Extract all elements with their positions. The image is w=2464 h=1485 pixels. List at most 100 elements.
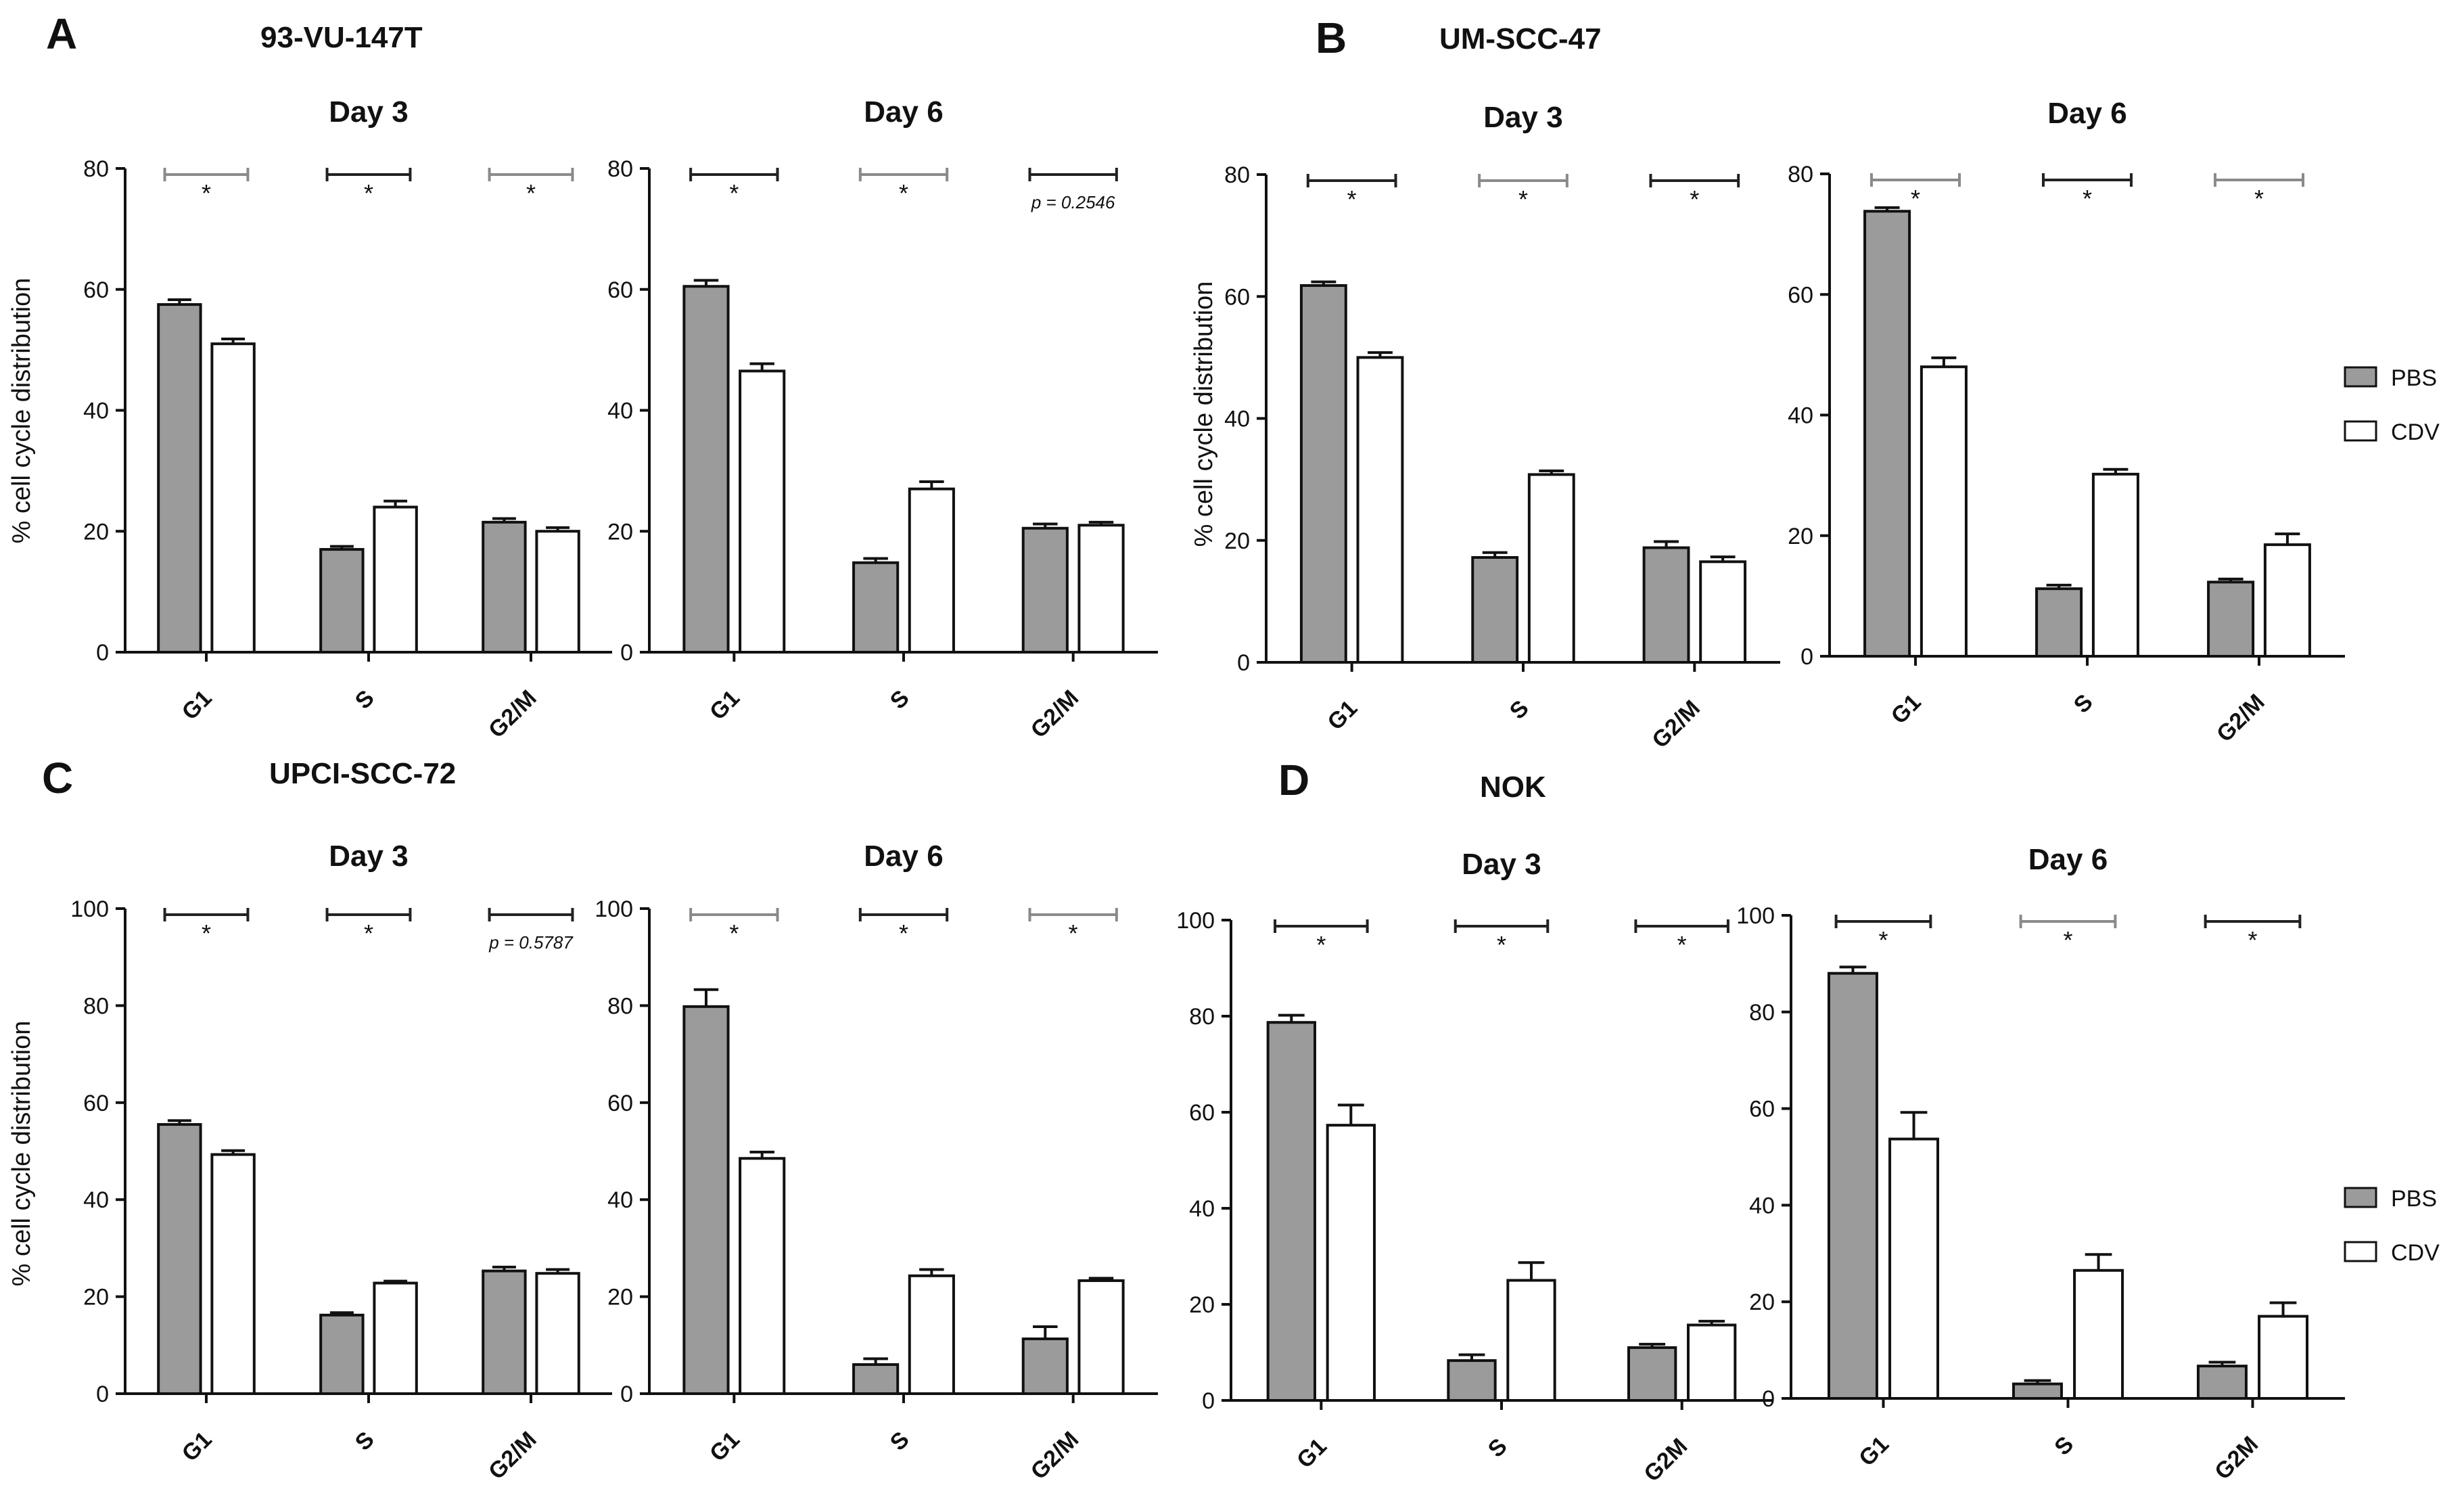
y-tick-label: 20 xyxy=(1749,1289,1775,1315)
significance-star: * xyxy=(1690,185,1699,213)
x-tick-label: S xyxy=(2069,689,2098,718)
x-tick-label: G1 xyxy=(1886,689,1926,729)
bar-cdv-g1 xyxy=(1326,1124,1376,1402)
bar-cdv-s xyxy=(2091,472,2139,658)
x-tick-label: G1 xyxy=(1854,1432,1894,1471)
bar-pbs-g2m xyxy=(1021,526,1069,654)
x-tick-label: G2/M xyxy=(2212,689,2270,748)
y-tick-label: 80 xyxy=(1788,162,1813,187)
y-tick-label: 100 xyxy=(70,896,109,922)
bar-cdv-s xyxy=(1527,473,1575,664)
y-tick-label: 40 xyxy=(83,398,109,424)
y-axis-label: % cell cycle distribution xyxy=(1190,281,1218,547)
bar-cdv-g1 xyxy=(1920,365,1968,658)
x-tick-label: G2M xyxy=(2210,1432,2263,1482)
bar-cdv-g2m xyxy=(535,1272,580,1395)
y-tick-label: 0 xyxy=(96,640,109,666)
y-tick-label: 0 xyxy=(620,1381,633,1407)
bar-cdv-g1 xyxy=(210,342,256,654)
x-tick-label: G1 xyxy=(177,685,217,725)
bar-pbs-g1 xyxy=(1299,284,1347,664)
legend: PBS CDV xyxy=(2344,1186,2440,1266)
chart-day3-panel-d: Day 3 0 20 40 60 80 100 G1 * S * G2M * xyxy=(1176,848,1772,1485)
chart-day6-panel-d: Day 6 0 20 40 60 80 100 G1 * S * G2M * xyxy=(1736,843,2345,1485)
y-tick-label: 0 xyxy=(1202,1388,1215,1414)
significance-star: * xyxy=(526,179,536,207)
bar-cdv-g2m xyxy=(535,530,580,654)
bar-cdv-g2m xyxy=(1699,560,1747,664)
significance-star: * xyxy=(364,179,373,207)
legend-label-pbs: PBS xyxy=(2391,365,2437,391)
chart-day6-panel-c: Day 6 0 20 40 60 80 100 G1 * S * G2/M * xyxy=(595,840,1158,1484)
bar-cdv-s xyxy=(373,1281,418,1396)
significance-star: * xyxy=(729,919,739,947)
legend-label-cdv: CDV xyxy=(2391,419,2440,445)
x-tick-label: G2/M xyxy=(1647,695,1705,754)
y-tick-label: 60 xyxy=(1224,284,1250,310)
chart-day3-panel-b: Day 3 0 20 40 60 80 G1 * S * G2/M * xyxy=(1224,101,1780,753)
x-tick-label: S xyxy=(885,1427,914,1456)
legend-swatch-pbs xyxy=(2344,1187,2377,1208)
bar-cdv-g1 xyxy=(210,1153,256,1396)
chart-title: Day 6 xyxy=(864,95,943,129)
y-tick-label: 60 xyxy=(607,1091,633,1116)
bar-pbs-s xyxy=(852,1363,900,1395)
legend-swatch-cdv xyxy=(2344,1241,2377,1262)
y-tick-label: 20 xyxy=(83,519,109,545)
chart-title: Day 3 xyxy=(329,95,408,129)
y-tick-label: 20 xyxy=(607,519,633,545)
y-tick-label: 60 xyxy=(83,277,109,303)
y-tick-label: 20 xyxy=(83,1285,109,1310)
y-tick-label: 40 xyxy=(83,1187,109,1213)
significance-star: * xyxy=(1497,931,1506,959)
bar-cdv-s xyxy=(1506,1279,1556,1402)
bar-pbs-g1 xyxy=(157,1123,202,1395)
significance-star: * xyxy=(2063,926,2072,954)
chart-day3-panel-a: Day 3 0 20 40 60 80 G1 * S * G2/M * xyxy=(83,95,612,743)
panel-letter: B xyxy=(1316,14,1347,62)
bar-pbs-g2m xyxy=(2207,580,2255,658)
y-tick-label: 80 xyxy=(83,993,109,1019)
bar-pbs-s xyxy=(1447,1359,1497,1402)
bar-cdv-s xyxy=(2073,1269,2124,1400)
y-tick-label: 40 xyxy=(1749,1193,1775,1218)
bar-cdv-g2m xyxy=(2258,1315,2309,1400)
chart-title: Day 3 xyxy=(329,840,408,873)
bar-pbs-g2m xyxy=(482,520,527,654)
x-tick-label: S xyxy=(1483,1434,1512,1463)
chart-day6-panel-a: Day 6 0 20 40 60 80 G1 * S * G2/M p = 0.2546 xyxy=(607,95,1158,743)
bar-pbs-g1 xyxy=(1266,1021,1316,1402)
y-tick-label: 20 xyxy=(1224,528,1250,554)
x-tick-label: S xyxy=(350,685,379,714)
y-tick-label: 80 xyxy=(83,156,109,182)
chart-title: Day 6 xyxy=(2047,97,2126,130)
y-tick-label: 40 xyxy=(1189,1196,1215,1222)
y-tick-label: 0 xyxy=(1237,650,1250,676)
y-tick-label: 60 xyxy=(1189,1100,1215,1126)
x-tick-label: G1 xyxy=(705,1427,745,1467)
bar-pbs-g2m xyxy=(482,1269,527,1395)
y-tick-label: 20 xyxy=(1788,524,1813,549)
bar-cdv-g1 xyxy=(739,1157,786,1395)
x-tick-label: G2/M xyxy=(1026,1427,1084,1482)
y-tick-label: 20 xyxy=(607,1285,633,1310)
panel-letter: C xyxy=(42,754,73,802)
chart-title: Day 6 xyxy=(864,840,943,873)
bar-cdv-s xyxy=(908,487,955,654)
panel-title: NOK xyxy=(1480,771,1546,804)
bar-pbs-s xyxy=(2012,1382,2063,1400)
y-tick-label: 100 xyxy=(1736,903,1775,929)
x-tick-label: G2M xyxy=(1639,1434,1692,1482)
panel-letter: D xyxy=(1278,756,1309,804)
y-tick-label: 100 xyxy=(595,896,633,922)
y-tick-label: 0 xyxy=(620,640,633,666)
legend-swatch-pbs xyxy=(2344,366,2377,388)
panel-title: 93-VU-147T xyxy=(260,21,423,54)
bar-cdv-g1 xyxy=(1356,356,1404,664)
y-tick-label: 40 xyxy=(607,398,633,424)
significance-star: * xyxy=(364,919,373,947)
x-tick-label: G1 xyxy=(1292,1434,1332,1473)
y-tick-label: 0 xyxy=(1800,644,1813,670)
